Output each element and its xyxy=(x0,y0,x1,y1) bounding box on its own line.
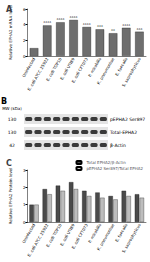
svg-text:****: **** xyxy=(122,23,130,28)
svg-text:***: *** xyxy=(136,27,142,32)
svg-text:Uninfected: Uninfected xyxy=(21,222,37,244)
svg-text:Relative EPHA2 Protein level: Relative EPHA2 Protein level xyxy=(8,168,13,225)
svg-text:Uninfected: Uninfected xyxy=(21,56,37,78)
svg-text:**: ** xyxy=(111,28,115,33)
svg-text:pEPHA2 Ser897/Total EPHA2: pEPHA2 Ser897/Total EPHA2 xyxy=(86,166,143,171)
svg-text:E. coli ATCC 25922: E. coli ATCC 25922 xyxy=(26,56,49,91)
svg-text:***: *** xyxy=(97,24,103,29)
svg-text:4: 4 xyxy=(23,22,26,27)
svg-text:P. mirabilis: P. mirabilis xyxy=(87,56,103,78)
svg-text:E. coli UTI89: E. coli UTI89 xyxy=(59,222,76,247)
svg-text:K. pneumoniae: K. pneumoniae xyxy=(96,222,116,251)
svg-text:****: **** xyxy=(83,22,91,27)
svg-text:130: 130 xyxy=(8,117,17,122)
svg-text:Total EPHA2/β-Actin: Total EPHA2/β-Actin xyxy=(85,160,126,165)
svg-text:Relative EPHA2 mRNA level: Relative EPHA2 mRNA level xyxy=(7,5,13,60)
svg-text:pEPHA2 Ser897: pEPHA2 Ser897 xyxy=(110,117,145,122)
svg-text:****: **** xyxy=(56,17,64,22)
svg-text:3: 3 xyxy=(23,168,26,173)
svg-text:E. coli TOP10: E. coli TOP10 xyxy=(45,56,63,82)
svg-text:β-Actin: β-Actin xyxy=(110,143,126,148)
svg-text:K. pneumoniae: K. pneumoniae xyxy=(96,56,116,85)
svg-text:A: A xyxy=(6,5,13,14)
svg-text:2: 2 xyxy=(23,38,26,43)
svg-text:MW (kDa): MW (kDa) xyxy=(2,106,22,111)
svg-text:S. saprophyticus: S. saprophyticus xyxy=(121,223,142,254)
svg-text:****: **** xyxy=(43,20,51,25)
svg-text:2: 2 xyxy=(23,185,26,190)
svg-text:E. coli UTI89: E. coli UTI89 xyxy=(59,56,76,81)
svg-text:Total-EPHA2: Total-EPHA2 xyxy=(109,130,137,135)
svg-text:E. faecalis: E. faecalis xyxy=(114,57,128,77)
svg-text:****: **** xyxy=(70,15,78,20)
svg-text:42: 42 xyxy=(9,143,15,148)
svg-text:C: C xyxy=(6,159,12,168)
svg-text:0: 0 xyxy=(23,220,26,225)
svg-text:E. coli CFT073: E. coli CFT073 xyxy=(70,56,89,83)
svg-text:1: 1 xyxy=(23,202,26,207)
svg-text:0: 0 xyxy=(23,54,26,59)
svg-text:130: 130 xyxy=(8,130,17,135)
svg-text:E. faecalis: E. faecalis xyxy=(114,223,128,243)
svg-text:S. saprophyticus: S. saprophyticus xyxy=(121,57,142,88)
svg-text:E. coli TOP10: E. coli TOP10 xyxy=(45,222,63,248)
svg-text:6: 6 xyxy=(23,7,26,12)
svg-text:E. coli CFT073: E. coli CFT073 xyxy=(70,222,89,249)
svg-text:P. mirabilis: P. mirabilis xyxy=(87,222,103,244)
svg-text:E. coli ATCC 25922: E. coli ATCC 25922 xyxy=(26,222,49,257)
svg-text:B: B xyxy=(1,97,7,106)
